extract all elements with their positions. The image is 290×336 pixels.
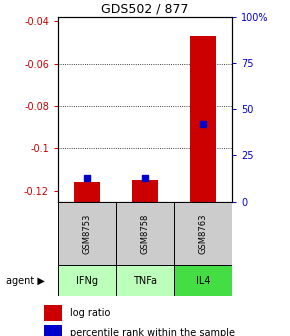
Text: agent ▶: agent ▶ <box>6 276 45 286</box>
Text: TNFa: TNFa <box>133 276 157 286</box>
Bar <box>132 180 158 202</box>
Text: GSM8758: GSM8758 <box>140 213 150 254</box>
Text: IFNg: IFNg <box>76 276 98 286</box>
Bar <box>174 265 232 296</box>
Bar <box>58 265 116 296</box>
Bar <box>190 36 216 202</box>
Text: GSM8763: GSM8763 <box>198 213 208 254</box>
Bar <box>174 202 232 265</box>
Bar <box>116 202 174 265</box>
Text: percentile rank within the sample: percentile rank within the sample <box>70 328 235 336</box>
Bar <box>58 202 116 265</box>
Text: log ratio: log ratio <box>70 308 110 318</box>
Bar <box>44 325 62 336</box>
Bar <box>74 182 100 202</box>
Title: GDS502 / 877: GDS502 / 877 <box>101 3 189 16</box>
Bar <box>116 265 174 296</box>
Text: IL4: IL4 <box>196 276 210 286</box>
Bar <box>44 305 62 321</box>
Text: GSM8753: GSM8753 <box>82 213 92 254</box>
